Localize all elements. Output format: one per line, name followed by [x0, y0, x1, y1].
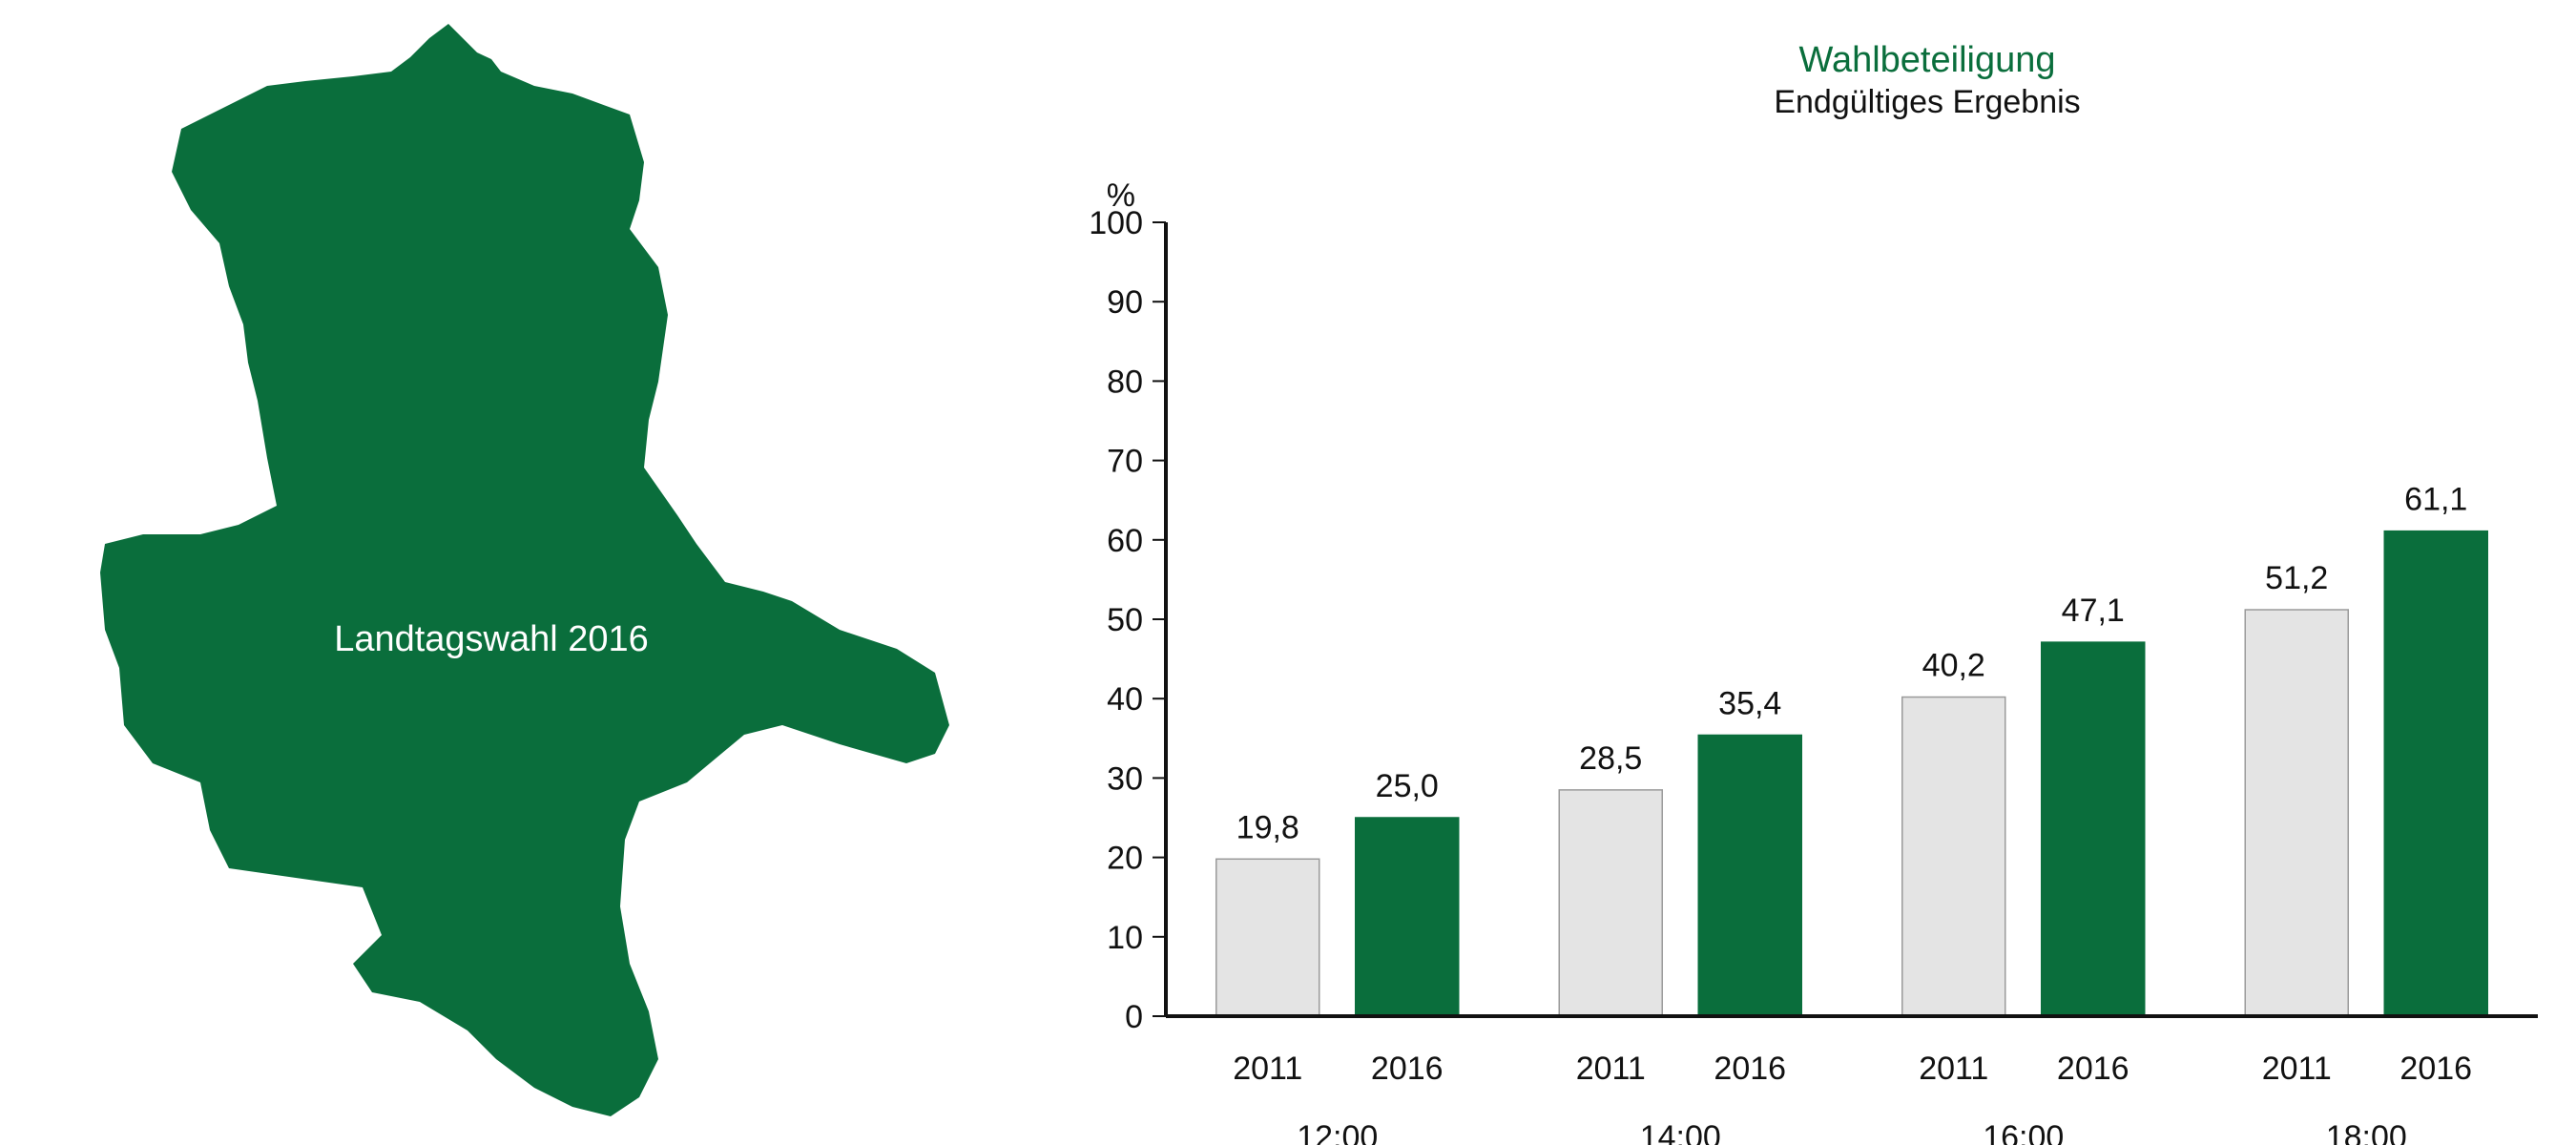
- bar-2011-1800: [2244, 609, 2349, 1017]
- y-tick-label: 50: [1107, 602, 1143, 638]
- y-tick-label: 100: [1089, 205, 1143, 241]
- x-series-label: 2016: [1714, 1051, 1786, 1087]
- y-tick-label: 90: [1107, 284, 1143, 321]
- chart-canvas: Wahlbeteiligung Endgültiges Ergebnis % 0…: [1089, 40, 2538, 1145]
- data-label: 40,2: [1922, 648, 1985, 684]
- chart-panel: Wahlbeteiligung Endgültiges Ergebnis % 0…: [992, 0, 2576, 1145]
- bar-2016-1200: [1355, 817, 1460, 1017]
- bar-2011-1600: [1901, 696, 2006, 1017]
- state-shape: [100, 24, 949, 1116]
- map-panel: Landtagswahl 2016: [0, 0, 992, 1145]
- x-category-label: 14:00: [1640, 1119, 1721, 1145]
- chart-subtitle: Endgültiges Ergebnis: [1774, 84, 2080, 120]
- chart-title: Wahlbeteiligung: [1799, 40, 2056, 80]
- x-series-label: 2011: [1576, 1051, 1646, 1087]
- bar-2016-1800: [2383, 530, 2488, 1017]
- y-tick-label: 10: [1107, 920, 1143, 956]
- x-series-label: 2016: [2057, 1051, 2129, 1087]
- bar-2011-1400: [1558, 789, 1663, 1017]
- x-axis-labels: 2011 2016 12:00 2011 2016 14:00 2011 2016 16:00 2…: [1233, 1051, 2472, 1145]
- x-category-label: 12:00: [1297, 1119, 1378, 1145]
- x-series-label: 2011: [1919, 1051, 1988, 1087]
- data-label: 47,1: [2062, 593, 2125, 629]
- x-category-label: 16:00: [1983, 1119, 2064, 1145]
- state-map: Landtagswahl 2016: [100, 24, 949, 1116]
- data-label: 51,2: [2265, 560, 2328, 596]
- bar-2016-1400: [1697, 734, 1802, 1017]
- data-label: 35,4: [1718, 685, 1781, 721]
- y-tick-label: 20: [1107, 841, 1143, 877]
- y-axis-ticks: 0 10 20 30 40 50 60 70 80 90 100: [1089, 205, 1166, 1035]
- y-tick-label: 30: [1107, 760, 1143, 797]
- y-tick-label: 40: [1107, 681, 1143, 718]
- map-label: Landtagswahl 2016: [334, 619, 649, 659]
- data-label: 19,8: [1236, 809, 1299, 845]
- y-tick-label: 0: [1125, 999, 1143, 1035]
- data-label: 61,1: [2404, 482, 2467, 518]
- x-category-label: 18:00: [2326, 1119, 2407, 1145]
- bar-2011-1200: [1215, 858, 1320, 1017]
- bar-2016-1600: [2041, 641, 2146, 1017]
- bars: 19,8 25,0 28,5 35,4 40,2 47,1 51,2 61,1: [1215, 482, 2488, 1017]
- y-tick-label: 60: [1107, 523, 1143, 559]
- data-label: 28,5: [1579, 740, 1642, 777]
- x-series-label: 2016: [1371, 1051, 1444, 1087]
- y-tick-label: 70: [1107, 444, 1143, 480]
- y-tick-label: 80: [1107, 364, 1143, 400]
- x-series-label: 2011: [2262, 1051, 2332, 1087]
- x-series-label: 2011: [1233, 1051, 1302, 1087]
- data-label: 25,0: [1376, 768, 1439, 804]
- x-series-label: 2016: [2399, 1051, 2472, 1087]
- y-axis-unit-label: %: [1107, 177, 1135, 214]
